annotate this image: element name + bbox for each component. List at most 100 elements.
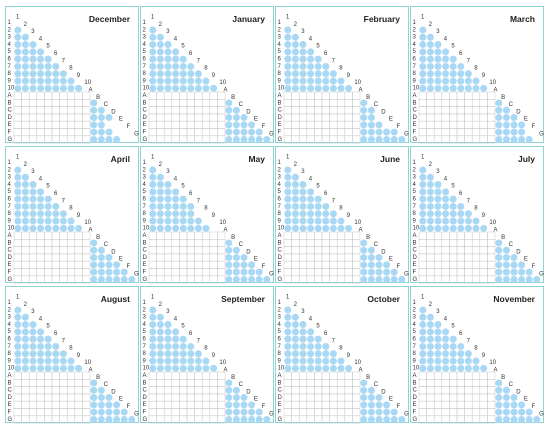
diagonal-label: 4 [174,176,178,182]
diagonal-label: 8 [204,206,208,212]
grid-cell [163,379,173,387]
grid-cell [21,371,30,380]
grid-cell [186,386,195,395]
upper-dot [44,62,52,70]
grid-cell [66,371,76,380]
grid-cell [201,231,211,240]
grid-cell [344,408,353,417]
grid-cell [28,91,38,100]
upper-dot [14,33,22,41]
diagonal-label: 9 [77,73,81,79]
upper-dot [29,77,37,85]
upper-dot [426,202,434,210]
row-label: 6 [278,197,282,203]
upper-dot [29,70,37,78]
upper-dot [442,224,450,232]
grid-cell [433,231,443,240]
diagonal-label: G [404,411,409,417]
grid-cell [66,268,76,277]
upper-dot [307,84,315,92]
upper-dot [419,321,427,329]
grid-cell [344,106,353,115]
lower-dot [113,408,121,416]
grid-cell [179,371,188,380]
row-label: G [413,277,418,283]
upper-dot [291,62,299,70]
lower-dot [360,415,368,423]
diagonal-label: 4 [444,36,448,42]
row-label: C [143,388,148,394]
upper-dot [299,224,307,232]
lower-dot [232,401,240,409]
upper-dot [299,62,307,70]
upper-dot [329,77,337,85]
grid-cell [456,231,465,240]
grid-cell [441,120,450,129]
grid-cell [36,239,45,247]
lower-dot [510,114,518,122]
diagonal-label: D [381,389,386,395]
lower-dot [495,254,503,262]
upper-dot [419,48,427,56]
grid-cell [171,275,180,284]
grid-cell [59,106,68,115]
grid-cell [194,260,203,269]
lower-dot [495,261,503,269]
grid-cell [179,260,188,269]
month-title: May [248,154,265,164]
grid-cell [13,408,22,417]
grid-cell [74,231,83,240]
diagonal-label: 3 [301,29,305,35]
upper-dot [457,84,465,92]
upper-dot [442,188,450,196]
grid-cell [13,246,22,255]
lower-dot [97,246,105,254]
lower-dot [360,246,368,254]
grid-cell [329,106,338,115]
upper-dot [434,181,442,189]
upper-dot [434,48,442,56]
grid-cell [426,415,435,424]
grid-cell [291,246,300,255]
upper-dot [337,77,345,85]
upper-dot [457,224,465,232]
upper-dot [284,70,292,78]
lower-dot [367,254,375,262]
grid-cell [209,231,218,240]
grid-cell [352,260,361,269]
lower-dot [90,121,98,129]
grid-cell [283,393,292,402]
lower-dot [90,239,98,247]
upper-dot [179,217,187,225]
grid-cell [171,113,180,122]
grid-cell [314,231,323,240]
grid-cell [441,379,450,387]
upper-dot [299,350,307,358]
grid-cell [171,231,180,240]
row-label: 1 [278,20,282,26]
grid-cell [291,415,300,424]
diagonal-label: F [261,264,265,270]
grid-cell [441,135,450,144]
upper-dot [291,210,299,218]
grid-cell [298,91,308,100]
grid-cell [336,120,346,129]
grid-cell [306,106,315,115]
upper-dot [194,350,202,358]
grid-cell [171,268,180,277]
upper-dot [314,202,322,210]
grid-cell [148,99,157,107]
grid-cell [201,371,211,380]
upper-dot [307,77,315,85]
row-label: A [278,233,282,239]
diagonal-label: 3 [436,309,440,315]
grid-cell [418,268,427,277]
lower-dot [502,261,510,269]
grid-cell [291,408,300,417]
diagonal-label: 9 [482,353,486,359]
grid-cell [66,253,76,262]
diagonal-label: 4 [309,316,313,322]
upper-dot [21,48,29,56]
grid-cell [201,386,211,395]
upper-dot [419,70,427,78]
